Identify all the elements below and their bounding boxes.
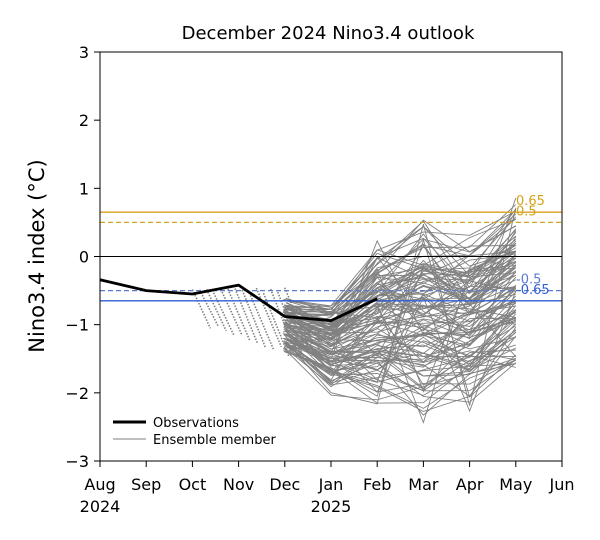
x-tick-label: Apr <box>456 475 484 494</box>
x-tick-label: Oct <box>179 475 207 494</box>
ensemble-hindcast-line <box>191 289 212 329</box>
ensemble-member-line <box>285 197 517 359</box>
ensemble-member-line <box>284 208 517 310</box>
ensemble-member-line <box>284 225 517 332</box>
ensemble-hindcast-line <box>248 292 275 350</box>
x-tick-label: Nov <box>223 475 254 494</box>
ensemble-member-line <box>285 326 517 397</box>
y-tick-label: 2 <box>79 111 89 130</box>
axes: −3 −2 −1 0 1 2 3 Aug Sep Oct Nov Dec Jan Feb Mar Apr May… <box>65 43 574 516</box>
ensemble-hindcast-line <box>212 292 235 336</box>
ensemble-member-line <box>283 260 517 334</box>
ensemble-hindcast-line <box>220 288 243 336</box>
ensemble-member-line <box>282 274 517 347</box>
x-tick-label: Feb <box>363 475 391 494</box>
ensemble-member-line <box>284 328 516 371</box>
x-tick-label: Jan <box>318 475 344 494</box>
y-tick-label: 1 <box>79 179 89 198</box>
ensemble-member-line <box>284 250 516 339</box>
legend-ensemble-label: Ensemble member <box>153 433 276 448</box>
ensemble-member-line <box>283 295 517 367</box>
x-tick-label: May <box>499 475 532 494</box>
ensemble-hindcast-line <box>262 292 290 358</box>
y-tick-label: 0 <box>79 248 89 267</box>
ensemble-member-line <box>285 267 517 341</box>
ensemble-hindcast-line <box>198 289 220 327</box>
y-axis-label: Nino3.4 index (°C) <box>25 159 49 352</box>
x-tick-label: Mar <box>408 475 439 494</box>
ensemble-member-line <box>286 250 516 328</box>
ensemble-hindcast-line <box>234 288 259 345</box>
ensemble-member-line <box>286 216 517 358</box>
ensemble-member-line <box>283 334 516 389</box>
ensemble-member-line <box>282 337 516 371</box>
ensemble-member-line <box>285 285 517 346</box>
y-tick-label: 3 <box>79 43 89 62</box>
ensemble-member-line <box>283 226 516 310</box>
ensemble-member-line <box>283 318 517 383</box>
legend: Observations Ensemble member <box>113 416 276 448</box>
reference-lines: 0.650.5 -0.5-0.65 <box>100 194 562 302</box>
ensemble-member-line <box>285 226 517 311</box>
ensemble-member-line <box>282 310 517 358</box>
reference-line-label: 0.65 <box>516 194 545 209</box>
chart-title: December 2024 Nino3.4 outlook <box>182 23 475 44</box>
reference-line-label: -0.65 <box>516 283 550 298</box>
x-tick-label: Aug <box>84 475 115 494</box>
ensemble-hindcast-line <box>276 291 306 363</box>
ensemble-member-line <box>284 260 516 330</box>
observations-line <box>99 278 378 322</box>
ensemble-hindcast-line <box>227 288 251 342</box>
ensemble-member-line <box>286 228 517 330</box>
x-tick-label: Dec <box>269 475 300 494</box>
ensemble-hindcast-line <box>241 289 267 348</box>
ensemble-member-line <box>283 309 516 362</box>
y-tick-label: −3 <box>65 452 89 471</box>
ensemble-member-line <box>286 286 517 352</box>
ensemble-member-line <box>284 240 517 329</box>
x-year-label: 2024 <box>80 497 121 516</box>
ensemble-layer <box>191 197 517 424</box>
ensemble-member-line <box>286 279 516 341</box>
ensemble-member-line <box>282 270 516 346</box>
y-tick-label: −2 <box>65 384 89 403</box>
x-tick-label: Jun <box>549 475 575 494</box>
legend-observations-label: Observations <box>153 416 239 431</box>
x-year-label: 2025 <box>311 497 352 516</box>
ensemble-member-line <box>284 331 517 385</box>
reference-line-label: 0.5 <box>516 204 537 219</box>
observations-layer <box>99 278 378 322</box>
y-tick-label: −1 <box>65 316 89 335</box>
reference-line-label: -0.5 <box>516 273 541 288</box>
ensemble-member-line <box>283 313 517 396</box>
ensemble-member-line <box>283 238 517 398</box>
ensemble-member-line <box>283 346 516 386</box>
x-tick-label: Sep <box>131 475 161 494</box>
ensemble-member-line <box>284 285 517 348</box>
ensemble-member-line <box>283 311 517 391</box>
ensemble-member-line <box>283 229 517 393</box>
